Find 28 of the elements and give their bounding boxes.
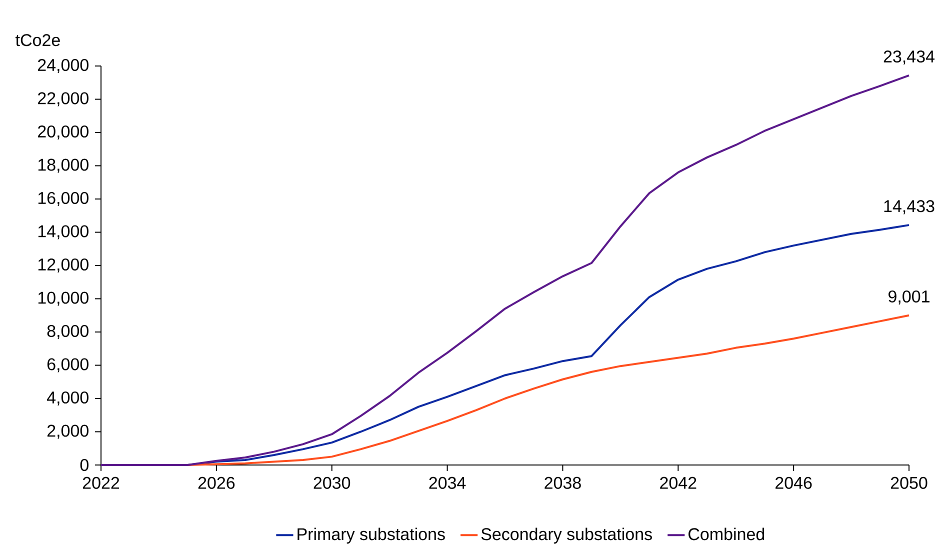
x-tick-label: 2026 bbox=[198, 476, 235, 489]
y-tick-label: 8,000 bbox=[47, 324, 88, 340]
y-tick-label: 10,000 bbox=[38, 292, 88, 306]
x-tick-label: 2030 bbox=[314, 476, 350, 489]
data-label: 14,433 bbox=[884, 200, 934, 214]
data-label: 9,001 bbox=[888, 290, 930, 304]
y-tick-label: 2,000 bbox=[47, 424, 88, 439]
y-tick-label: 14,000 bbox=[38, 225, 88, 240]
x-tick-label: 2050 bbox=[890, 476, 928, 489]
y-tick-label: 24,000 bbox=[38, 58, 88, 74]
y-tick-label: 6,000 bbox=[47, 358, 88, 372]
y-tick-label: 22,000 bbox=[38, 92, 88, 106]
y-axis-title: tCo2e bbox=[16, 34, 60, 46]
y-tick-label: 18,000 bbox=[38, 158, 88, 173]
y-tick-label: 20,000 bbox=[38, 125, 88, 140]
y-tick-label: 12,000 bbox=[38, 258, 88, 273]
x-tick-label: 2022 bbox=[82, 476, 120, 489]
y-tick-label: 0 bbox=[80, 458, 88, 472]
y-tick-label: 16,000 bbox=[38, 192, 88, 206]
legend-label: Secondary substations bbox=[481, 528, 652, 544]
x-tick-label: 2046 bbox=[776, 476, 812, 489]
x-tick-label: 2038 bbox=[544, 476, 581, 489]
x-tick-label: 2042 bbox=[660, 476, 696, 489]
y-tick-label: 4,000 bbox=[46, 391, 88, 406]
data-label: 23,434 bbox=[884, 50, 934, 65]
x-tick-label: 2034 bbox=[429, 476, 466, 489]
legend-label: Primary substations bbox=[298, 528, 445, 544]
legend-label: Combined bbox=[688, 528, 764, 540]
